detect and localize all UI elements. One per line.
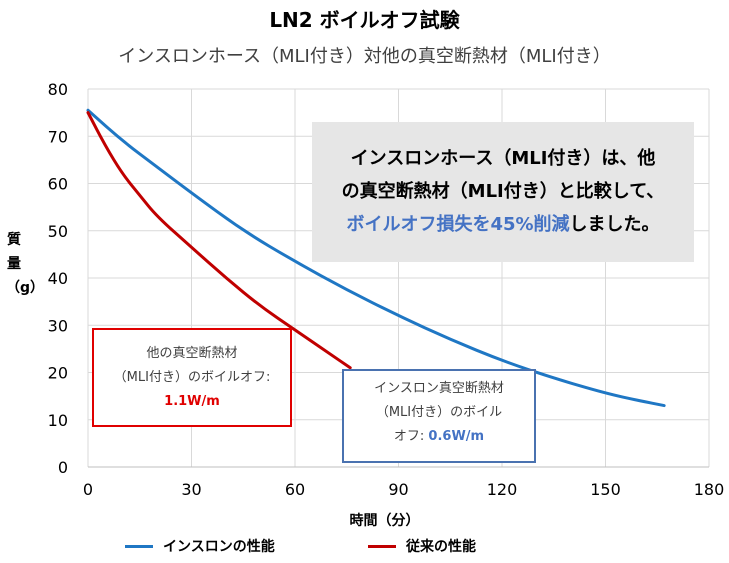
legend-item-conventional: 従来の性能: [368, 536, 476, 556]
summary-callout: インスロンホース（MLI付き）は、他 の真空断熱材（MLI付き）と比較して、 ボ…: [312, 122, 694, 262]
y-tick-label: 20: [48, 364, 68, 383]
x-tick-label: 150: [590, 480, 621, 499]
series-line-conventional: [86, 111, 352, 370]
callout-tail: しました。: [569, 214, 660, 235]
y-tick-label: 60: [48, 175, 68, 194]
chart-title: LN2 ボイルオフ試験: [269, 8, 460, 32]
x-tick-label: 30: [181, 480, 201, 499]
insulon-annotation: インスロン真空断熱材 （MLI付き）のボイル オフ: 0.6W/m: [342, 369, 536, 463]
y-tick-label: 80: [48, 80, 68, 99]
x-tick-label: 90: [388, 480, 408, 499]
legend-item-insulon: インスロンの性能: [125, 536, 275, 556]
y-tick-label: 40: [48, 269, 68, 288]
x-axis-label: 時間（分）: [349, 513, 420, 529]
annotation-line: インスロン真空断熱材: [374, 381, 504, 396]
x-tick-label: 120: [487, 480, 518, 499]
callout-line: の真空断熱材（MLI付き）と比較して、: [341, 181, 665, 202]
chart-subtitle: インスロンホース（MLI付き）対他の真空断熱材（MLI付き）: [118, 46, 611, 67]
y-axis-label: 質量（g）: [6, 232, 45, 296]
annotation-line: （MLI付き）のボイル: [375, 405, 503, 420]
annotation-line: 他の真空断熱材: [146, 346, 238, 361]
y-tick-label: 0: [58, 458, 68, 477]
callout-highlight: ボイルオフ損失を45%削減: [346, 214, 570, 235]
x-tick-label: 0: [83, 480, 93, 499]
legend-label: インスロンの性能: [163, 539, 275, 555]
y-tick-label: 50: [48, 222, 68, 241]
y-tick-label: 70: [48, 127, 68, 146]
y-tick-label: 30: [48, 316, 68, 335]
annotation-value: 0.6W/m: [428, 429, 485, 444]
y-tick-label: 10: [48, 411, 68, 430]
legend-swatch: [368, 544, 396, 548]
x-tick-label: 180: [694, 480, 725, 499]
callout-line: インスロンホース（MLI付き）は、他: [350, 148, 656, 169]
series-line-insulon: [86, 108, 666, 408]
annotation-line: （MLI付き）のボイルオフ:: [113, 370, 271, 385]
annotation-value: 1.1W/m: [164, 394, 220, 409]
annotation-line: オフ:: [393, 429, 429, 444]
legend-swatch: [125, 544, 153, 548]
legend-label: 従来の性能: [406, 539, 476, 555]
x-tick-label: 60: [285, 480, 305, 499]
conventional-annotation: 他の真空断熱材 （MLI付き）のボイルオフ: 1.1W/m: [92, 328, 292, 427]
